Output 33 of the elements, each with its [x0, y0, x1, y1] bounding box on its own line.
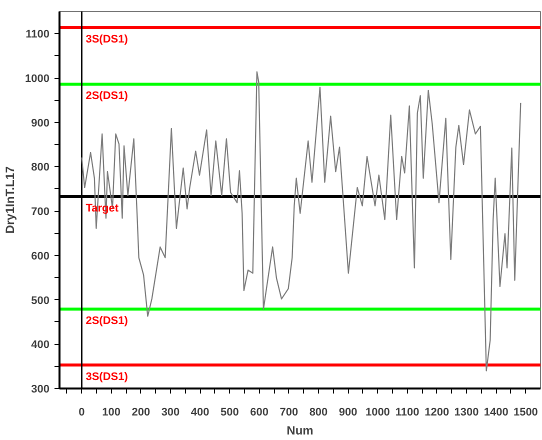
- x-tick-label: 200: [132, 406, 150, 418]
- y-tick-label: 800: [31, 162, 50, 174]
- x-tick-label: 1000: [365, 406, 390, 418]
- ref-line-label: 3S(DS1): [86, 370, 128, 383]
- y-tick-label: 1000: [25, 73, 50, 86]
- x-tick-label: 800: [309, 406, 328, 418]
- x-tick-label: 100: [102, 406, 120, 418]
- ref-line-label: 3S(DS1): [86, 33, 128, 46]
- x-tick-label: 1400: [484, 406, 508, 418]
- y-tick-label: 900: [31, 117, 50, 130]
- x-tick-label: 400: [190, 406, 210, 418]
- y-tick-label: 400: [31, 339, 50, 352]
- ref-line-label: 2S(DS1): [86, 90, 128, 102]
- x-tick-label: 0: [78, 406, 85, 418]
- x-axis-title: Num: [286, 424, 314, 438]
- x-tick-label: 1300: [454, 406, 479, 418]
- y-tick-label: 300: [31, 384, 50, 396]
- x-tick-label: 1100: [395, 406, 420, 418]
- x-tick-label: 900: [338, 406, 358, 418]
- y-tick-label: 600: [31, 250, 50, 262]
- y-tick-label: 700: [31, 206, 50, 218]
- ref-line-label: 2S(DS1): [86, 315, 128, 328]
- x-tick-label: 700: [280, 406, 298, 418]
- ref-line-label: Target: [86, 202, 119, 214]
- line-series: [81, 71, 522, 372]
- y-axis-title: Dry1InT.L17: [3, 166, 18, 234]
- y-tick-label: 500: [31, 294, 50, 307]
- x-tick-label: 600: [250, 406, 268, 418]
- x-tick-label: 300: [161, 406, 180, 418]
- x-tick-label: 1500: [513, 406, 538, 418]
- x-tick-label: 500: [220, 406, 239, 418]
- y-tick-label: 1100: [26, 28, 50, 41]
- x-tick-label: 1200: [424, 406, 450, 418]
